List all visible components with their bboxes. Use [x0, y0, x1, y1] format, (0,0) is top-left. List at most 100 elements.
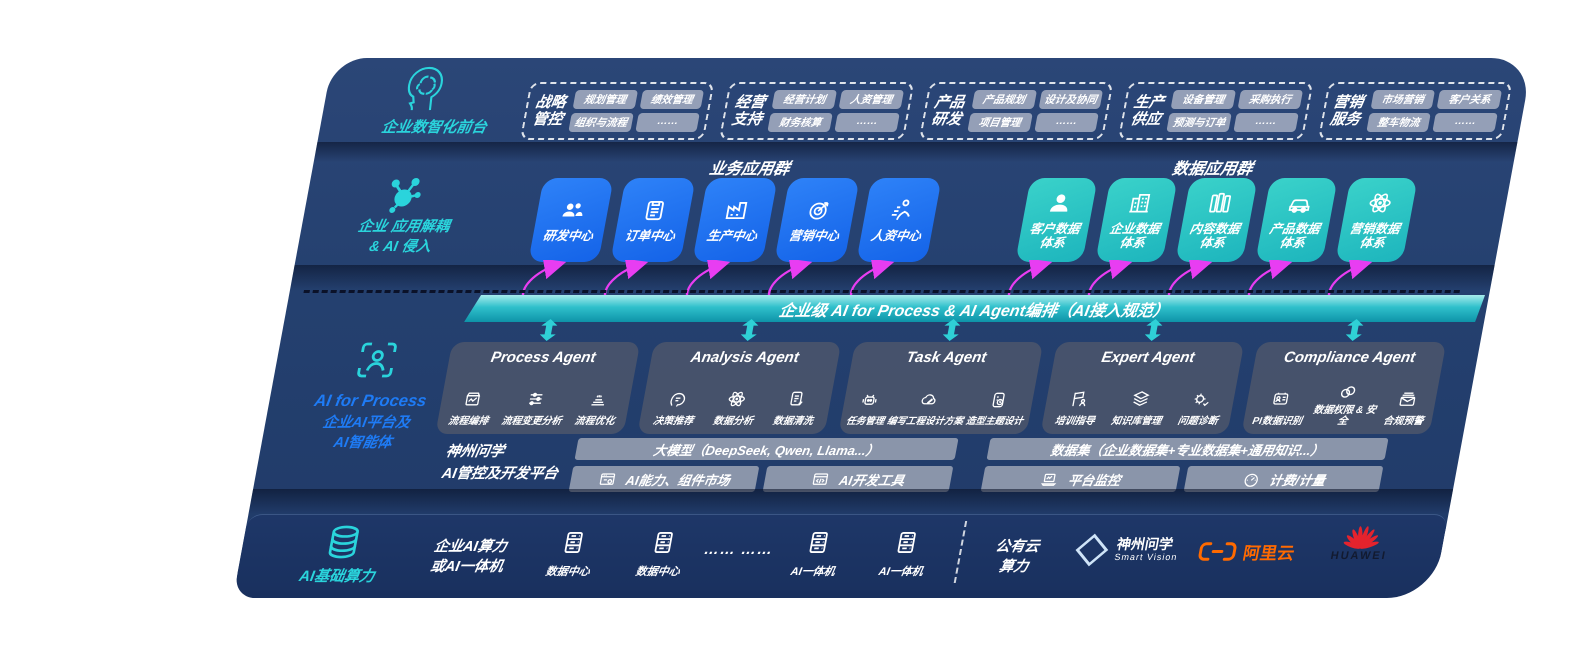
tile-order-center: 订单中心: [610, 178, 696, 262]
platform-model-column: 大模型（DeepSeek, Qwen, Llama...） AI能力、组件市场 …: [568, 438, 959, 492]
business-app-tiles: 研发中心 订单中心 生产中心 营销中心 人资中心: [528, 178, 942, 262]
atom-icon: [1364, 190, 1395, 216]
chip-ellipsis: ……: [834, 113, 900, 132]
person-motion-icon: [885, 197, 916, 223]
chip: 整车物流: [1365, 113, 1432, 132]
target-icon: [803, 197, 834, 223]
robot-icon: [857, 390, 881, 410]
llm-strip: 大模型（DeepSeek, Qwen, Llama...）: [574, 438, 959, 460]
chip: 设计及协同: [1038, 90, 1104, 109]
capability-label: 编写工程设计方案: [886, 416, 965, 427]
doc-clean-icon: [785, 389, 809, 409]
database-icon: [321, 523, 366, 561]
tile-rd-center: 研发中心: [528, 178, 614, 262]
cloud-edit-icon: [917, 390, 941, 410]
strip-label: AI能力、组件市场: [624, 472, 732, 488]
double-arrow-icon: [1144, 319, 1164, 341]
double-arrow-icon: [539, 319, 559, 341]
chip: 设备管理: [1170, 90, 1236, 109]
smart-vision-logo: 神州问学 Smart Vision: [1072, 533, 1182, 567]
agent-capability: 数据分析: [712, 389, 759, 427]
agent-capability: 流程编排: [447, 389, 494, 427]
diagram-panel: 企业数智化前台 战略 管控 规划管理 绩效管理 组织与流程…… 经营 支持 经营计划 人资…: [232, 58, 1534, 598]
node-label: 数据中心: [634, 566, 681, 578]
chip: 绩效管理: [639, 90, 705, 109]
ai-injection-arrows: [521, 260, 1373, 300]
laptop-icon: [1039, 470, 1062, 489]
strip-label: 计费/计量: [1268, 472, 1327, 488]
ai-appliance-node: AI一体机: [789, 529, 842, 579]
capability-label: PI数据识别: [1251, 416, 1303, 427]
chip: 组织与流程: [568, 113, 634, 132]
chip: 产品规划: [971, 90, 1037, 109]
datacenter-node: 数据中心: [634, 529, 687, 579]
layer-divider: [248, 489, 1454, 514]
double-arrow-icon: [942, 319, 962, 341]
infra-rail-label: AI基础算力: [297, 568, 376, 585]
tile-product-data: 产品数据 体系: [1255, 178, 1338, 262]
chip: 规划管理: [572, 90, 638, 109]
chip-ellipsis: ……: [1233, 113, 1299, 132]
orchestration-bar: 企业级 AI for Process & AI Agent编排（AI接入规范）: [464, 295, 1485, 322]
clipboard-icon: [639, 197, 670, 223]
tile-marketing-center: 营销中心: [774, 178, 860, 262]
flow-orchestration-icon: [461, 389, 485, 409]
public-cloud-label: 公有云 算力: [994, 539, 1041, 576]
mail-alert-icon: [1396, 389, 1420, 409]
group-marketing-service: 营销 服务 市场营销 客户关系 整车物流……: [1317, 82, 1513, 140]
group-label: 生产 供应: [1129, 93, 1166, 128]
aliyun-logo: 阿里云: [1196, 539, 1297, 564]
double-arrow-icon: [740, 319, 760, 341]
factory-icon: [721, 197, 752, 223]
huawei-petals-logo: [1342, 523, 1383, 549]
double-arrow-icon: [1345, 319, 1365, 341]
group-label: 产品 研发: [929, 93, 967, 128]
agent-capability: 培训指导: [1054, 389, 1101, 427]
strip-label: AI开发工具: [837, 472, 906, 488]
chip: 采购执行: [1237, 90, 1303, 109]
agent-capability: 流程优化: [574, 389, 621, 427]
server-icon: [890, 529, 922, 556]
server-icon: [557, 529, 589, 556]
agent-card-expert: Expert Agent 培训指导 知识库管理 问题诊断: [1040, 342, 1245, 434]
logo-subtitle: Smart Vision: [1113, 551, 1179, 562]
capability-label: 数据清洗: [771, 416, 814, 427]
group-strategy-control: 战略 管控 规划管理 绩效管理 组织与流程……: [519, 82, 715, 140]
logo-name: 阿里云: [1241, 544, 1296, 563]
tile-customer-data: 客户数据 体系: [1015, 178, 1098, 262]
layers-icon: [1129, 389, 1153, 409]
tile-content-data: 内容数据 体系: [1175, 178, 1258, 262]
chip: 项目管理: [967, 113, 1033, 132]
datacenter-node: 数据中心: [544, 529, 597, 579]
capability-label: 造型主题设计: [964, 416, 1024, 427]
capability-label: 合规预警: [1382, 416, 1425, 427]
logo-name: 神州问学: [1115, 536, 1175, 553]
strip-label: 平台监控: [1066, 472, 1122, 488]
car-icon: [1284, 190, 1315, 216]
infra-layer-slab: AI基础算力 企业AI算力 或AI一体机 数据中心 数据中心 …… …… AI一体…: [232, 514, 1449, 598]
building-icon: [1124, 190, 1155, 216]
rings-icon: [1336, 382, 1360, 402]
card-check-icon: [987, 390, 1011, 410]
diagnose-icon: [1190, 389, 1214, 409]
agent-title: Expert Agent: [1100, 349, 1197, 366]
agent-capability: 编写工程设计方案: [886, 390, 969, 427]
group-label: 营销 服务: [1328, 93, 1366, 128]
chip: 市场营销: [1370, 90, 1436, 109]
capability-label: 任务管理: [845, 416, 886, 427]
agent-capability: 数据权限 & 安全: [1309, 382, 1381, 427]
platform-dataset-column: 数据集（企业数据集+专业数据集+通用知识...） 平台监控 计费/计量: [980, 438, 1389, 492]
capability-label: 流程变更分析: [500, 416, 563, 427]
agent-capability: 流程变更分析: [500, 389, 567, 427]
agent-capability: 任务管理: [845, 390, 890, 427]
window-code-icon: [810, 470, 833, 489]
platform-rail-label: 神州问学 AI管控及开发平台: [440, 444, 560, 482]
agent-title: Compliance Agent: [1282, 349, 1417, 366]
llm-strip-label: 大模型（DeepSeek, Qwen, Llama...）: [652, 442, 881, 458]
business-apps-heading: 业务应用群: [707, 161, 791, 178]
chip-ellipsis: ……: [634, 113, 701, 132]
team-icon: [557, 197, 588, 223]
server-icon: [647, 529, 679, 556]
tile-hr-center: 人资中心: [856, 178, 942, 262]
gauge-icon: [1240, 470, 1263, 489]
